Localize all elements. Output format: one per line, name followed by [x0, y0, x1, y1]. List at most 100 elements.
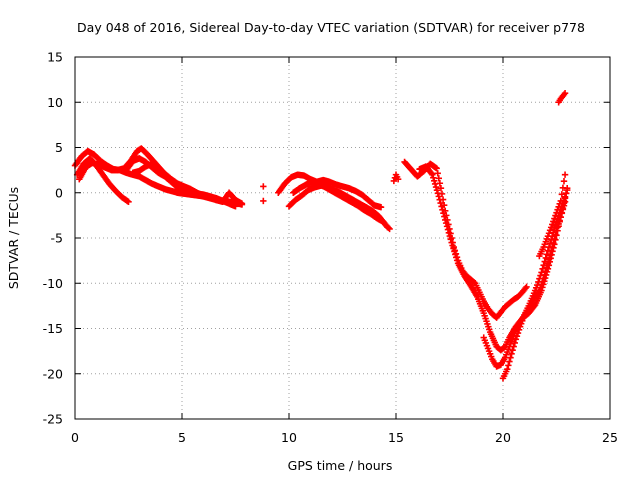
data-point: [260, 183, 267, 190]
chart-title: Day 048 of 2016, Sidereal Day-to-day VTE…: [77, 20, 585, 35]
data-point: [439, 206, 446, 214]
data-point: [544, 247, 552, 254]
y-tick-label: -25: [43, 412, 63, 427]
data-point: [545, 243, 553, 251]
data-point: [440, 209, 447, 217]
data-point: [438, 203, 445, 210]
data-point: [543, 263, 551, 271]
data-point: [428, 170, 435, 177]
data-point: [517, 320, 525, 327]
y-axis-label: SDTVAR / TECUs: [6, 187, 21, 289]
data-point: [125, 198, 132, 205]
data-point: [556, 200, 563, 208]
data-point: [434, 170, 441, 177]
data-point: [436, 196, 443, 203]
data-point: [553, 219, 560, 226]
data-point: [453, 254, 460, 261]
data-point: [505, 362, 512, 369]
data-point: [504, 366, 511, 373]
data-point: [453, 257, 461, 264]
x-tick-label: 25: [602, 430, 618, 445]
data-point: [442, 216, 449, 224]
data-point: [551, 215, 558, 222]
data-point: [431, 177, 438, 185]
data-point: [537, 272, 544, 279]
data-point: [557, 197, 564, 205]
data-point: [559, 184, 567, 191]
data-point: [553, 209, 560, 216]
data-points: [71, 90, 571, 382]
data-point: [551, 225, 558, 233]
data-point: [509, 347, 516, 354]
data-point: [384, 223, 391, 231]
data-point: [507, 354, 514, 361]
data-point: [552, 212, 559, 219]
data-point: [564, 186, 571, 194]
data-point: [547, 236, 555, 244]
x-tick-label: 20: [495, 430, 511, 445]
data-point: [519, 317, 526, 325]
data-point: [508, 350, 515, 358]
data-point: [545, 256, 553, 263]
series-sat-i: [290, 178, 391, 231]
data-point: [434, 190, 442, 197]
data-point: [561, 193, 569, 201]
x-tick-label: 15: [388, 430, 404, 445]
data-point: [558, 191, 566, 198]
data-point: [542, 267, 549, 275]
data-point: [260, 197, 267, 205]
data-point: [430, 174, 437, 181]
data-point: [429, 171, 436, 178]
y-tick-label: -5: [51, 231, 63, 246]
data-point: [441, 213, 448, 220]
data-point: [546, 251, 554, 259]
series-sat-n: [499, 186, 571, 382]
data-point: [513, 332, 521, 340]
x-tick-label: 0: [71, 430, 79, 445]
data-point: [539, 265, 546, 272]
series-sat-h: [275, 171, 385, 211]
data-point: [443, 223, 451, 230]
data-point: [561, 90, 569, 97]
data-point: [449, 242, 456, 249]
data-point: [536, 275, 543, 282]
data-point: [561, 171, 569, 178]
data-point: [534, 281, 541, 289]
data-point: [446, 232, 454, 240]
data-point: [452, 251, 459, 258]
data-point: [232, 203, 239, 210]
data-point: [560, 178, 568, 185]
data-point: [546, 240, 554, 247]
data-point: [238, 200, 246, 207]
data-point: [538, 269, 545, 276]
data-point: [545, 230, 553, 237]
data-point: [448, 239, 455, 246]
data-point: [547, 224, 555, 231]
data-point: [444, 226, 452, 233]
y-tick-label: 0: [55, 185, 63, 200]
data-point: [515, 326, 523, 334]
data-point: [511, 339, 518, 347]
data-point: [546, 227, 554, 234]
data-point: [549, 221, 556, 228]
series-sat-f: [260, 183, 267, 205]
data-point: [543, 251, 551, 258]
y-tick-label: 5: [55, 140, 63, 155]
x-tick-label: 5: [178, 430, 186, 445]
data-point: [510, 343, 517, 350]
data-point: [431, 180, 439, 188]
data-point: [435, 175, 442, 182]
data-point: [451, 248, 458, 255]
y-tick-label: -15: [43, 321, 63, 336]
series-sat-j: [390, 171, 402, 185]
series-sat-p: [555, 90, 569, 106]
data-point: [432, 183, 440, 191]
data-point: [433, 186, 441, 194]
data-point: [433, 165, 440, 172]
data-point: [437, 185, 445, 192]
x-tick-label: 10: [281, 430, 297, 445]
grid-lines: [75, 57, 610, 419]
data-point: [552, 222, 559, 229]
data-point: [550, 218, 557, 225]
